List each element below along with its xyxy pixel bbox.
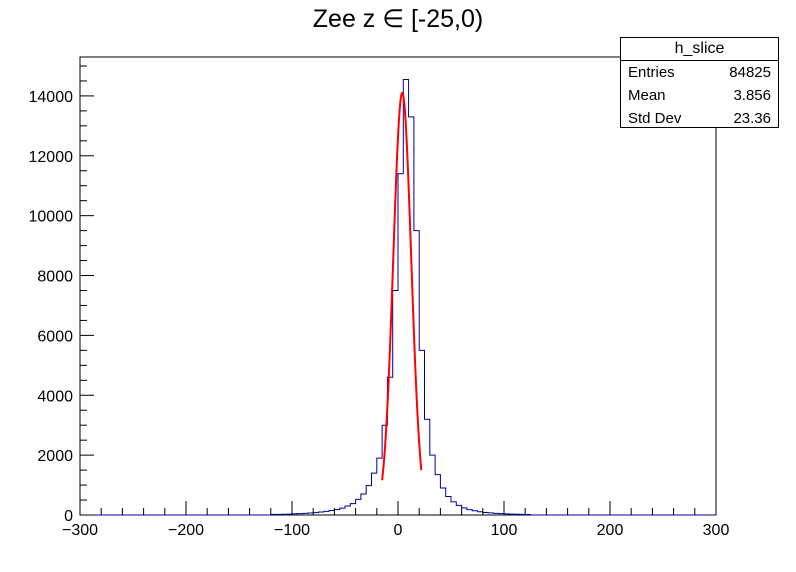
stats-row-stddev: Std Dev 23.36 xyxy=(621,107,778,130)
y-tick-label: 4000 xyxy=(37,388,73,405)
gaussian-fit xyxy=(381,91,423,481)
y-tick-label: 10000 xyxy=(29,209,74,226)
x-tick-label: −100 xyxy=(274,522,310,539)
chart-title: Zee z ∈ [-25,0) xyxy=(312,5,484,33)
x-tick-label: −200 xyxy=(168,522,204,539)
stats-row-entries: Entries 84825 xyxy=(621,61,778,84)
y-tick-label: 12000 xyxy=(29,149,74,166)
stats-value: 3.856 xyxy=(733,87,771,104)
histogram-line xyxy=(80,78,716,516)
stats-label: Std Dev xyxy=(628,110,682,127)
y-tick-label: 0 xyxy=(64,508,73,525)
axes: −300 −200 −100 0 100 200 300 0 2000 4000 6000 8000 1… xyxy=(29,65,730,539)
x-tick-label: 300 xyxy=(703,522,730,539)
y-tick-label: 6000 xyxy=(37,328,73,345)
stats-value: 84825 xyxy=(729,64,771,81)
stats-label: Mean xyxy=(628,87,666,104)
stats-label: Entries xyxy=(628,64,675,81)
stats-title: h_slice xyxy=(621,38,778,61)
x-tick-label: 0 xyxy=(394,522,403,539)
x-tick-label: 200 xyxy=(597,522,624,539)
y-tick-label: 8000 xyxy=(37,269,73,286)
y-tick-label: 14000 xyxy=(29,89,74,106)
x-tick-label: −300 xyxy=(62,522,98,539)
fit-curve xyxy=(381,91,423,481)
stats-row-mean: Mean 3.856 xyxy=(621,84,778,107)
y-tick-label: 2000 xyxy=(37,448,73,465)
stats-box: h_slice Entries 84825 Mean 3.856 Std Dev… xyxy=(620,37,779,128)
x-tick-label: 100 xyxy=(491,522,518,539)
histogram xyxy=(80,78,716,516)
stats-value: 23.36 xyxy=(733,110,771,127)
